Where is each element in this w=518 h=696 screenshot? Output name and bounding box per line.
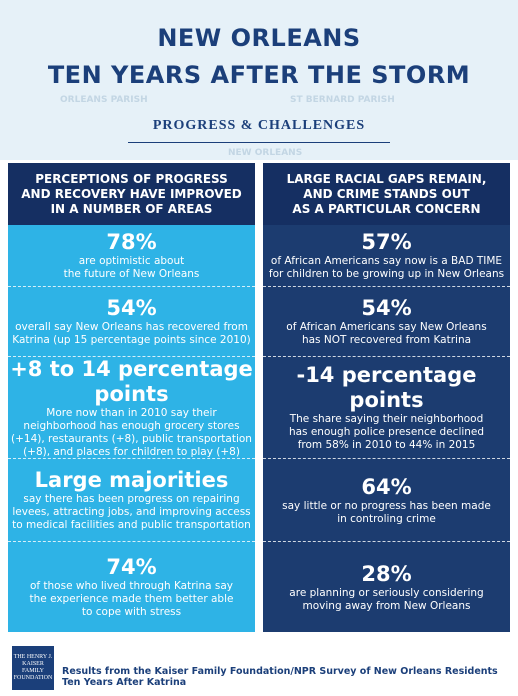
description-line: neighborhood has enough grocery stores	[23, 419, 240, 432]
stat-cell: 54% overall say New Orleans has recovered…	[8, 287, 255, 357]
stat: 28%	[361, 561, 412, 586]
description-line: has enough police presence declined	[288, 426, 485, 438]
description-line: moving away from New Orleans	[302, 599, 471, 612]
stat: -14 percentage points	[296, 363, 477, 412]
stat-cell: 54% of African Americans say New Orleans h…	[263, 287, 510, 357]
heading-line: LARGE RACIAL GAPS REMAIN,	[286, 171, 487, 186]
rule	[128, 142, 390, 143]
description-line: of African Americans say now is a BAD TI…	[270, 255, 503, 267]
description-line: of African Americans say New Orleans	[286, 321, 487, 333]
map-label: ST BERNARD PARISH	[290, 95, 395, 105]
description-line: the experience made them better able	[29, 593, 234, 605]
description-line: levees, attracting jobs, and improving a…	[12, 506, 251, 518]
heading-line: AS A PARTICULAR CONCERN	[292, 201, 481, 216]
description-line: in controling crime	[337, 512, 436, 525]
stat: 57%	[361, 230, 412, 254]
heading-line: AND CRIME STANDS OUT	[303, 186, 470, 201]
column-heading: LARGE RACIAL GAPS REMAIN, AND CRIME STAND…	[263, 163, 510, 225]
map-label: ORLEANS PARISH	[60, 95, 148, 105]
heading-line: AND RECOVERY HAVE IMPROVED	[21, 186, 242, 201]
description-line: (+14), restaurants (+8), public transpor…	[11, 432, 252, 445]
column-heading: PERCEPTIONS OF PROGRESS AND RECOVERY HAVE…	[8, 163, 255, 225]
description-line: say little or no progress has been made	[282, 499, 491, 512]
description-line: (+8), and places for children to play (+…	[23, 445, 240, 458]
stat-cell: +8 to 14 percentage points More now than …	[8, 357, 255, 459]
description-line: say there has been progress on repairing	[23, 493, 240, 505]
stat-cell: 57% of African Americans say now is a BAD…	[263, 225, 510, 287]
description-line: Katrina (up 15 percentage points since 2…	[12, 334, 251, 346]
logo-line: FAMILY	[22, 668, 44, 674]
description-line: to medical facilities and public transpo…	[12, 519, 251, 531]
map-label: NEW ORLEANS	[228, 148, 303, 158]
title-line: TEN YEARS AFTER THE STORM	[47, 61, 471, 89]
stat: 54%	[106, 296, 157, 320]
description-line: has NOT recovered from Katrina	[301, 334, 472, 346]
description-line: overall say New Orleans has recovered fr…	[15, 321, 248, 333]
stat-cell: 64% say little or no progress has been ma…	[263, 459, 510, 542]
heading-line: PERCEPTIONS OF PROGRESS	[35, 171, 228, 186]
description-line: to cope with stress	[81, 606, 182, 618]
description-line: the future of New Orleans	[63, 268, 200, 280]
header: ORLEANS PARISH ST BERNARD PARISH NEW ORLEA…	[0, 0, 518, 160]
stat-cell: -14 percentage points The share saying th…	[263, 357, 510, 459]
logo-line: KAISER	[22, 661, 44, 667]
stat-cell: 78% are optimistic about the future of New…	[8, 225, 255, 287]
stat-cell: 74% of those who lived through Katrina sa…	[8, 542, 255, 632]
logo-line: FOUNDATION	[13, 675, 53, 681]
logo-line: THE HENRY J.	[13, 654, 53, 660]
logo: THE HENRY J. KAISER FAMILY FOUNDATION	[12, 646, 54, 690]
stat: +8 to 14 percentage points	[10, 356, 253, 406]
stat: 54%	[361, 296, 412, 320]
stat: 78%	[106, 230, 157, 254]
heading-line: IN A NUMBER OF AREAS	[50, 201, 213, 216]
stat: 64%	[361, 474, 412, 499]
source-note: Results from the Kaiser Family Foundatio…	[62, 666, 498, 688]
description-line: from 58% in 2010 to 44% in 2015	[297, 439, 476, 451]
description-line: are optimistic about	[78, 255, 185, 267]
column: PERCEPTIONS OF PROGRESS AND RECOVERY HAVE…	[8, 163, 255, 632]
description-line: More now than in 2010 say their	[46, 406, 217, 419]
stat: Large majorities	[34, 468, 229, 492]
column: LARGE RACIAL GAPS REMAIN, AND CRIME STAND…	[263, 163, 510, 632]
description-line: of those who lived through Katrina say	[29, 580, 234, 592]
description-line: for children to be growing up in New Orl…	[268, 268, 505, 280]
description-line: The share saying their neighborhood	[289, 413, 484, 425]
stat: 74%	[106, 555, 157, 579]
title-line: NEW ORLEANS	[157, 24, 361, 52]
footer: THE HENRY J. KAISER FAMILY FOUNDATION Result…	[0, 640, 518, 696]
description-line: are planning or seriously considering	[289, 586, 484, 599]
stat-cell: 28% are planning or seriously considering…	[263, 542, 510, 632]
subtitle: PROGRESS & CHALLENGES	[152, 118, 366, 133]
stat-cell: Large majorities say there has been progr…	[8, 459, 255, 542]
